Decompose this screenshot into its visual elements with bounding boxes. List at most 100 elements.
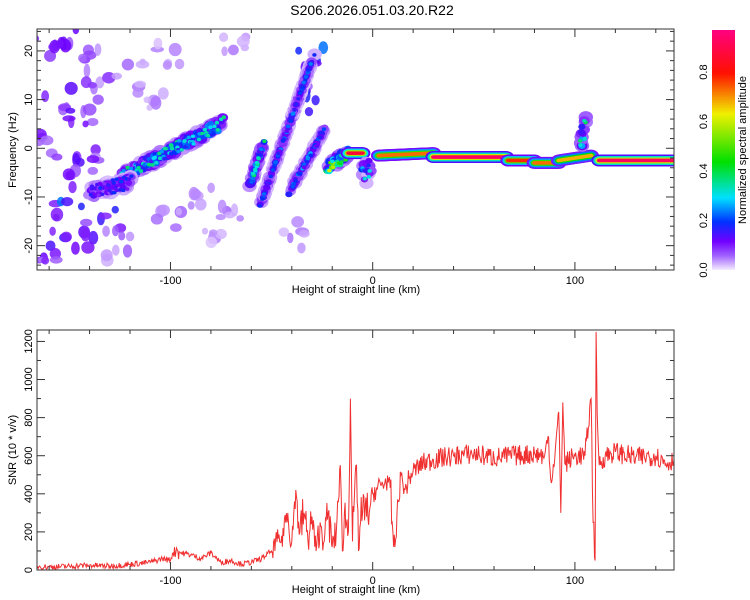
spectral-blob [153,37,163,50]
spectral-ridge-point [577,129,586,136]
spectral-blob [49,226,56,236]
spectral-ridge-point [196,137,202,142]
spectral-blob [102,225,110,237]
x-tick-label: 0 [370,575,376,587]
spectral-ridge-point [221,115,226,120]
spectral-ridge-point [252,167,258,172]
spectral-blob [122,244,133,258]
spectral-ridge-point [159,149,164,154]
spectral-blob [224,211,236,219]
spectral-blob [100,249,113,262]
spectral-blob [88,230,99,245]
spectral-blob [298,230,310,238]
spectral-ridge-point [200,131,205,136]
spectral-blob [135,60,150,69]
spectral-ridge-point [126,177,132,181]
spectral-ridge-point [362,169,367,173]
spectral-ridge-point [301,162,307,167]
spectral-blob [125,231,135,242]
spectral-blob [87,166,99,175]
spectral-ridge-point [250,171,256,176]
spectral-blob [86,155,100,164]
spectral-blob [134,80,147,88]
y-tick-label: 0 [23,145,35,151]
spectral-ridge-point [96,193,101,197]
spectral-ridge-point [303,75,309,79]
spectral-blob [65,107,76,114]
spectrogram-xlabel: Height of straight line (km) [292,284,420,296]
spectral-ridge-point [202,127,208,132]
spectral-ridge-point [308,62,313,66]
spectral-ridge-point [588,153,594,158]
spectral-ridge-point [339,160,344,164]
y-tick-label: 1000 [23,367,35,391]
spectral-blob [295,46,303,55]
colorbar-tick-label: 0.8 [698,64,710,79]
spectral-ridge-point [288,119,293,123]
spectral-ridge-point [291,182,297,186]
spectral-ridge-point [174,141,180,146]
spectral-blob [215,228,227,240]
spectral-blob [92,94,104,105]
spectral-blob [221,46,228,57]
spectral-blob [291,216,305,228]
colorbar-tick-label: 0.2 [698,213,710,228]
y-tick-label: 0 [23,567,35,573]
spectral-blob [62,115,76,122]
spectral-blob [175,207,183,216]
spectral-blob [72,153,81,167]
spectral-ridge-point [249,180,254,184]
x-tick-label: -100 [159,275,181,287]
spectral-blob [236,35,250,48]
spectral-blob [39,135,54,146]
spectral-ridge-point [150,163,155,167]
spectral-ridge-point [91,195,96,199]
spectral-ridge-point [277,149,282,153]
y-tick-label: 200 [23,523,35,541]
spectral-blob [32,275,42,282]
spectral-ridge-point [256,156,261,160]
y-tick-label: 10 [23,93,35,105]
spectral-ridge-point [265,182,270,187]
spectral-blob [82,120,89,128]
spectral-ridge-point [88,192,93,197]
spectral-ridge-point [582,137,588,141]
spectral-ridge-point [146,157,151,161]
spectral-ridge-point [360,151,365,155]
colorbar-tick-label: 0.4 [698,163,710,178]
spectral-blob [78,53,87,63]
spectral-ridge-point [280,139,286,143]
spectral-ridge-point [327,168,332,173]
spectral-ridge-point [169,144,174,148]
spectral-blob [50,207,64,222]
spectral-blob [80,228,91,242]
spectral-ridge-point [152,151,157,156]
spectral-ridge-point [211,131,216,136]
snr-line [37,331,674,570]
spectral-blob [227,44,239,56]
spectral-blob [111,72,122,80]
spectral-blob [49,256,63,264]
spectral-blob [55,39,65,49]
spectral-blob [207,182,215,194]
spectral-blob [205,236,218,249]
spectral-blob [71,241,80,255]
spectral-ridge-point [146,162,152,167]
spectral-ridge-point [128,166,134,171]
spectral-blob [77,202,85,211]
spectral-ridge-point [177,139,182,143]
spectral-ridge-point [284,129,289,133]
spectral-blob [80,218,93,227]
spectral-ridge-point [102,181,107,186]
spectral-blob [208,229,218,236]
spectral-ridge-point [261,192,267,196]
spectral-ridge-point [162,156,167,161]
spectral-blob [187,201,195,210]
spectral-ridge-point [125,187,130,191]
y-tick-label: -10 [23,189,35,205]
spectral-blob [162,60,172,70]
spectral-ridge-point [366,175,372,179]
spectral-ridge-point [185,142,190,147]
